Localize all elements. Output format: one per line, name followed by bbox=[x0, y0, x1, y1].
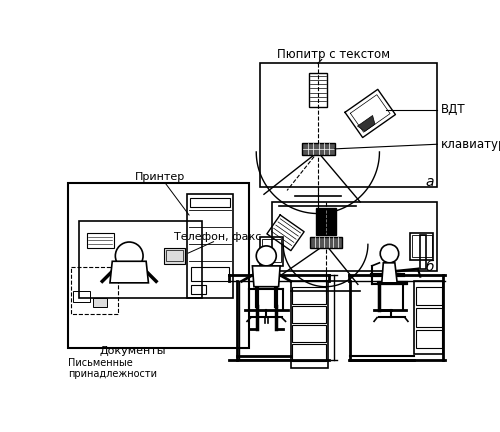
Text: а: а bbox=[425, 175, 434, 189]
Text: клавиатура: клавиатура bbox=[441, 138, 500, 151]
Bar bbox=[164, 248, 186, 264]
Polygon shape bbox=[358, 115, 375, 131]
Bar bbox=[260, 64, 437, 187]
Bar bbox=[308, 73, 327, 107]
Circle shape bbox=[380, 245, 398, 263]
Bar bbox=[410, 233, 434, 260]
Bar bbox=[316, 208, 336, 235]
Bar bbox=[166, 251, 183, 261]
Bar bbox=[302, 143, 335, 155]
Bar bbox=[68, 183, 248, 348]
Bar bbox=[191, 267, 230, 281]
Bar bbox=[187, 194, 233, 298]
Text: Письменные
принадлежности: Письменные принадлежности bbox=[68, 358, 158, 379]
Bar bbox=[416, 287, 442, 305]
Text: Принтер: Принтер bbox=[135, 172, 185, 181]
Bar bbox=[260, 237, 283, 266]
Bar bbox=[412, 235, 432, 257]
Bar bbox=[93, 298, 107, 308]
Circle shape bbox=[256, 246, 276, 266]
Bar bbox=[190, 198, 230, 207]
Text: Телефон, факс: Телефон, факс bbox=[174, 232, 262, 241]
Bar bbox=[191, 285, 206, 294]
Bar bbox=[292, 306, 326, 323]
Text: Документы: Документы bbox=[100, 346, 166, 356]
Bar bbox=[310, 237, 342, 248]
Bar bbox=[262, 239, 281, 262]
Bar bbox=[73, 291, 90, 302]
Circle shape bbox=[116, 242, 143, 270]
Bar bbox=[420, 235, 426, 269]
Text: б: б bbox=[425, 260, 434, 273]
Bar bbox=[72, 267, 118, 314]
Bar bbox=[79, 221, 202, 298]
Text: Пюпитр с текстом: Пюпитр с текстом bbox=[276, 48, 390, 60]
Bar bbox=[272, 202, 437, 271]
Bar bbox=[416, 308, 442, 327]
Bar bbox=[416, 330, 442, 348]
Bar bbox=[291, 281, 328, 368]
Polygon shape bbox=[110, 261, 148, 283]
Bar bbox=[292, 344, 326, 362]
Bar bbox=[87, 233, 114, 248]
Polygon shape bbox=[382, 263, 397, 283]
Bar bbox=[292, 325, 326, 342]
Bar bbox=[292, 287, 326, 304]
Polygon shape bbox=[252, 266, 280, 287]
Bar bbox=[414, 281, 444, 354]
Text: ВДТ: ВДТ bbox=[441, 103, 466, 116]
